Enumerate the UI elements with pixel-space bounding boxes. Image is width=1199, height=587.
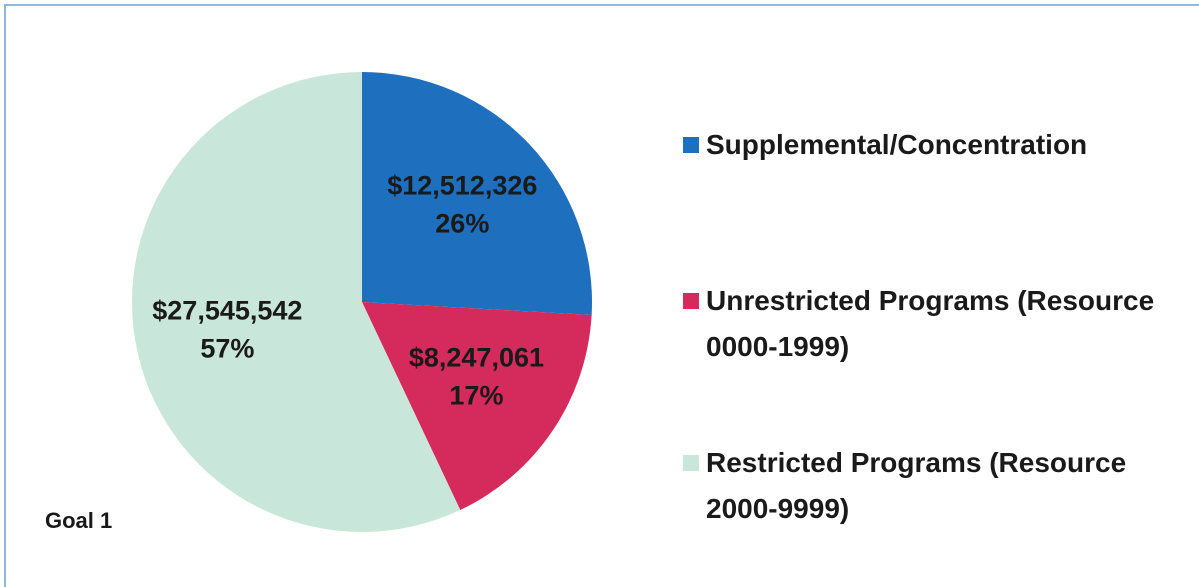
pie-slice xyxy=(131,72,461,533)
legend-swatch xyxy=(683,137,699,153)
pie-slice xyxy=(362,72,592,316)
legend-item: Supplemental/Concentration xyxy=(683,122,1193,168)
legend-label: Supplemental/Concentration xyxy=(706,129,1088,160)
percentage-label: 26% xyxy=(435,208,489,238)
value-label: $8,247,061 xyxy=(409,342,544,372)
legend-item: Unrestricted Programs (Resource 0000-199… xyxy=(683,278,1193,370)
legend-swatch xyxy=(683,293,699,309)
legend-label: Unrestricted Programs (Resource 0000-199… xyxy=(706,285,1155,362)
legend-swatch xyxy=(683,455,699,471)
annotation: Goal 1 xyxy=(45,508,112,533)
value-label: $12,512,326 xyxy=(387,170,537,200)
legend-label: Restricted Programs (Resource 2000-9999) xyxy=(706,447,1127,524)
pie-slice xyxy=(362,302,592,510)
frame xyxy=(4,4,1199,587)
percentage-label: 17% xyxy=(449,380,503,410)
percentage-label: 57% xyxy=(200,333,254,363)
legend-item: Restricted Programs (Resource 2000-9999) xyxy=(683,440,1193,532)
value-label: $27,545,542 xyxy=(152,295,302,325)
